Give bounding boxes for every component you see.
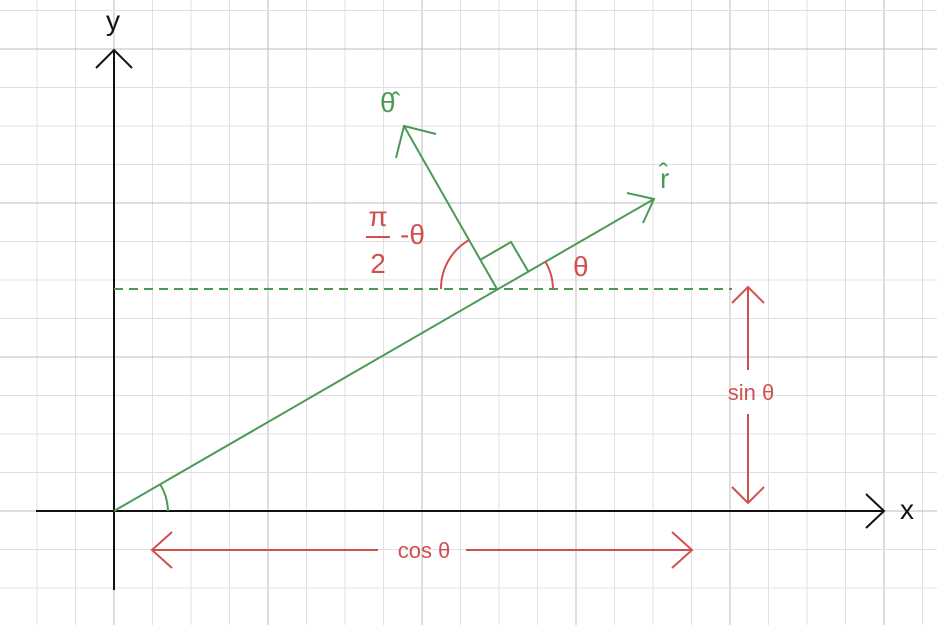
sin-measure xyxy=(731,285,765,505)
y-axis-label: y xyxy=(106,5,120,36)
r-hat-label: r̂ xyxy=(658,163,669,194)
y-axis xyxy=(95,48,133,590)
minus-theta: -θ xyxy=(400,219,425,250)
pi-numerator: π xyxy=(368,201,387,232)
cos-measure xyxy=(150,531,694,569)
x-axis xyxy=(36,493,886,529)
complement-angle-arc xyxy=(439,239,470,290)
pi-denominator: 2 xyxy=(370,248,386,279)
r-hat-vector xyxy=(113,192,656,512)
theta-label: θ xyxy=(573,251,589,282)
x-axis-label: x xyxy=(900,494,914,525)
cos-label: cos θ xyxy=(398,538,451,563)
theta-hat-label: θ̂ xyxy=(380,87,401,118)
theta-angle-arc xyxy=(544,260,554,290)
sin-label: sin θ xyxy=(728,380,774,405)
right-angle-marker xyxy=(479,240,529,272)
origin-angle-arc xyxy=(159,483,169,512)
theta-hat-vector xyxy=(395,124,498,290)
